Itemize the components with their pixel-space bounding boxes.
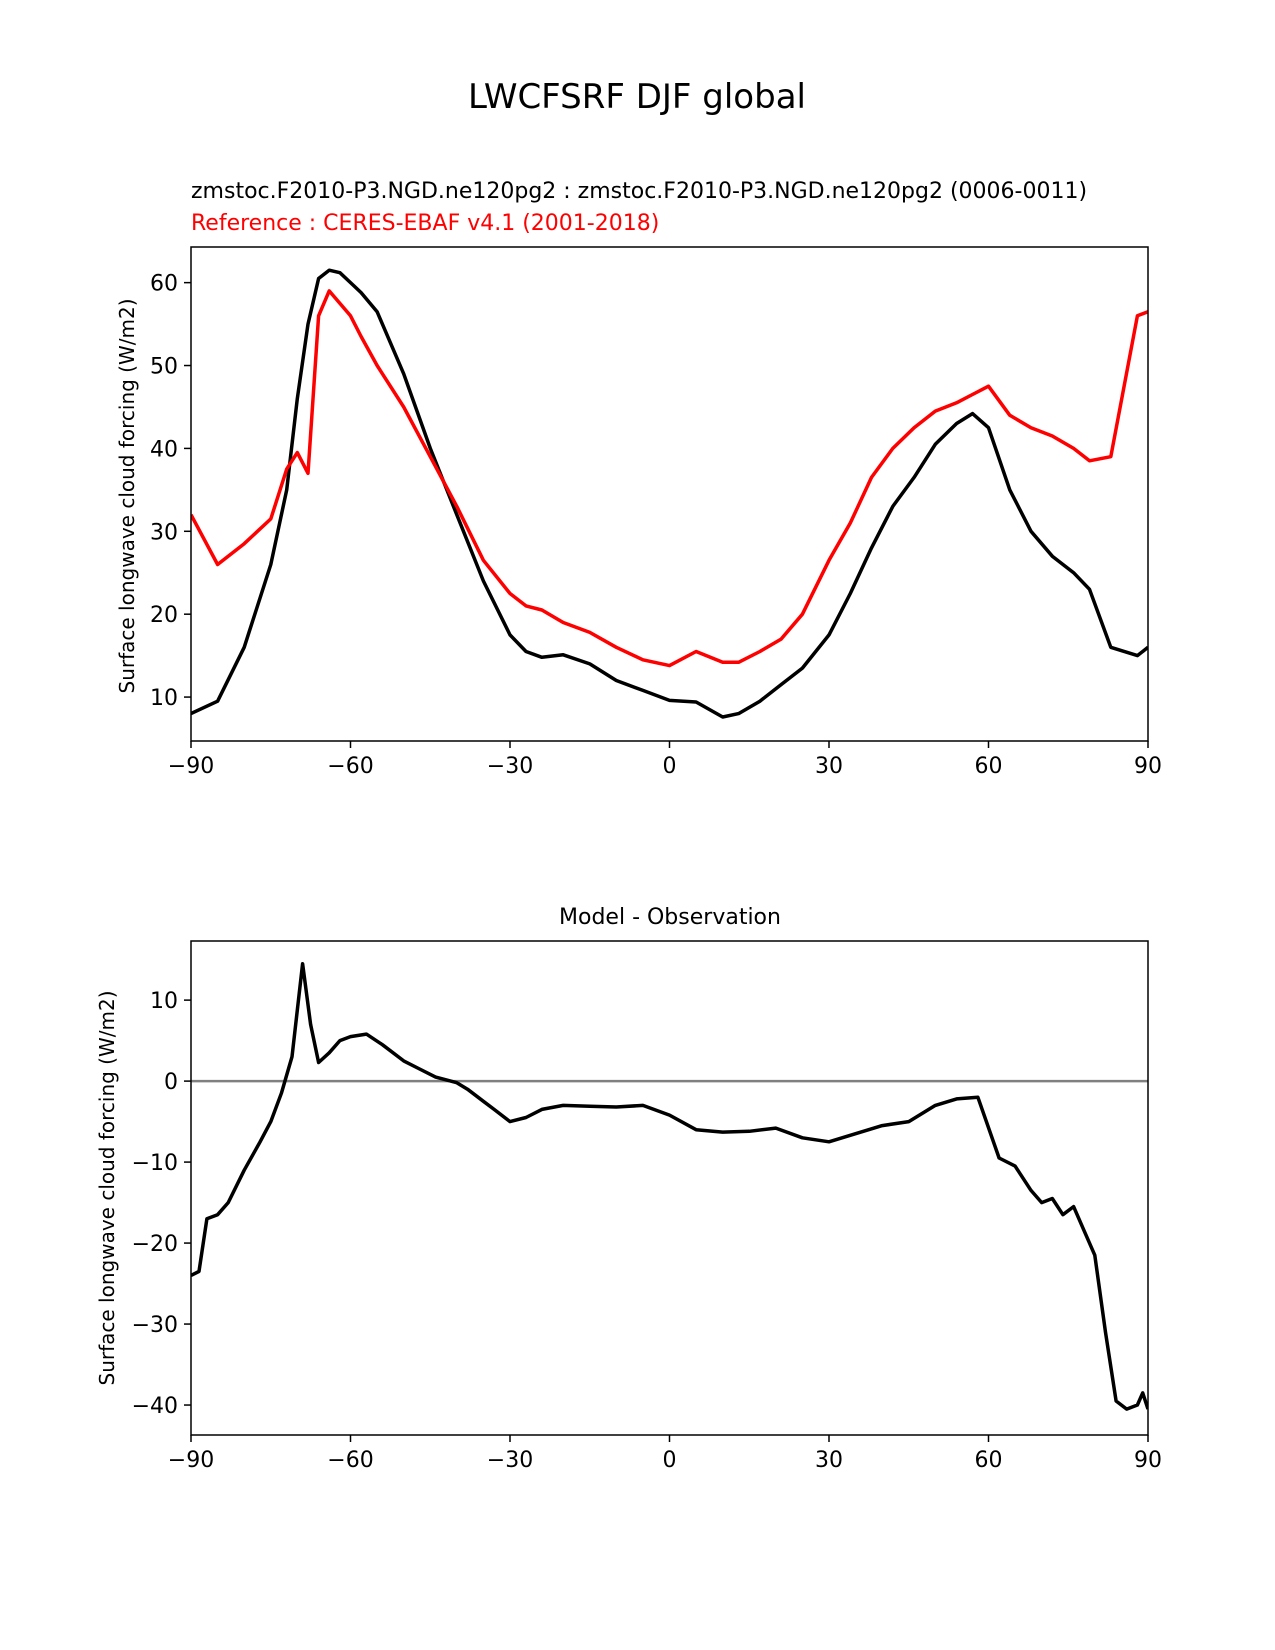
series-line-2 — [191, 289, 1148, 668]
top-panel-title-test: zmstoc.F2010-P3.NGD.ne120pg2 : zmstoc.F2… — [191, 179, 1087, 204]
top-y-ticks: 10 20 30 40 50 60 — [150, 272, 191, 711]
top-y-axis-label: Surface longwave cloud forcing (W/m2) — [115, 298, 139, 693]
bottom-panel: Model - Observation −90 −60 −30 0 30 60 90 −40… — [95, 905, 1162, 1473]
x-tick-label: −90 — [168, 754, 214, 779]
x-tick-label: −30 — [487, 754, 533, 779]
y-tick-label: 50 — [150, 355, 178, 380]
y-tick-label: 30 — [150, 520, 178, 545]
x-tick-label: 0 — [663, 754, 677, 779]
bottom-y-ticks: −40 −30 −20 −10 0 10 — [132, 989, 191, 1419]
y-tick-label: −20 — [132, 1232, 178, 1257]
x-tick-label: 90 — [1134, 1448, 1162, 1473]
y-tick-label: −10 — [132, 1151, 178, 1176]
y-tick-label: 10 — [150, 989, 178, 1014]
y-tick-label: 40 — [150, 437, 178, 462]
bottom-panel-title: Model - Observation — [559, 905, 781, 930]
x-tick-label: −60 — [327, 754, 373, 779]
figure-title: LWCFSRF DJF global — [468, 77, 806, 117]
x-tick-label: 30 — [815, 1448, 843, 1473]
y-tick-label: 20 — [150, 603, 178, 628]
x-tick-label: 30 — [815, 754, 843, 779]
top-panel-title-reference: Reference : CERES-EBAF v4.1 (2001-2018) — [191, 211, 659, 236]
x-tick-label: −60 — [327, 1448, 373, 1473]
y-tick-label: −40 — [132, 1394, 178, 1419]
x-tick-label: 60 — [975, 754, 1003, 779]
top-x-ticks: −90 −60 −30 0 30 60 90 — [168, 741, 1162, 779]
bottom-y-axis-label: Surface longwave cloud forcing (W/m2) — [95, 990, 119, 1385]
x-tick-label: 0 — [663, 1448, 677, 1473]
x-tick-label: −90 — [168, 1448, 214, 1473]
x-tick-label: 60 — [975, 1448, 1003, 1473]
y-tick-label: 10 — [150, 686, 178, 711]
x-tick-label: −30 — [487, 1448, 533, 1473]
top-panel: zmstoc.F2010-P3.NGD.ne120pg2 : zmstoc.F2… — [115, 179, 1162, 779]
x-tick-label: 90 — [1134, 754, 1162, 779]
y-tick-label: −30 — [132, 1313, 178, 1338]
y-tick-label: 60 — [150, 272, 178, 297]
bottom-x-ticks: −90 −60 −30 0 30 60 90 — [168, 1435, 1162, 1473]
series-line-1 — [191, 961, 1148, 1411]
series-line-1 — [191, 268, 1148, 719]
y-tick-label: 0 — [164, 1070, 178, 1095]
